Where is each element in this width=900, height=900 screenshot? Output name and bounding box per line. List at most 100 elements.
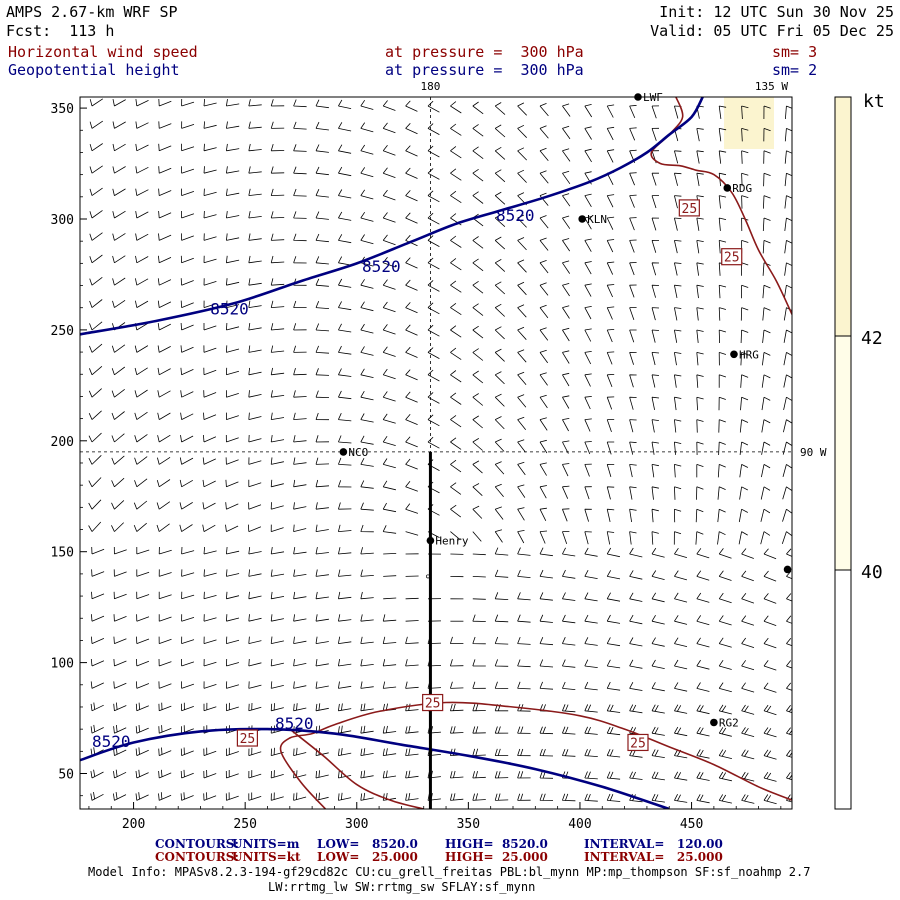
wind-barb [494,348,505,362]
wind-barb [181,98,195,107]
wind-barb [517,461,526,476]
wind-barb [494,393,505,407]
colorbar-highlight-patch [724,97,774,149]
wind-barb [494,614,509,623]
wind-barb [718,352,727,366]
x-tick-label: 300 [345,817,368,832]
wind-barb [203,188,217,196]
wind-barb [629,239,637,253]
wind-barb [248,614,262,622]
wind-barb [113,658,127,667]
wind-barb [315,189,329,198]
wind-barb [360,569,374,577]
wind-barb [270,792,284,801]
wind-barb [135,300,149,308]
wind-barb [203,367,217,376]
wind-barb [111,388,125,398]
colorbar-band-high [835,97,851,336]
wind-barb [450,531,461,541]
wind-barb [494,303,505,317]
footer-contours2-interval: INTERVAL= 25.000 [584,850,723,864]
wind-barb [472,101,484,115]
wind-barb [203,166,217,174]
wind-barb [450,190,462,204]
wind-barb [360,167,374,178]
wind-barb [315,547,329,555]
wind-barb [158,702,172,712]
station-marker [723,184,732,192]
wind-barb [293,323,307,331]
init-time: Init: 12 UTC Sun 30 Nov 25 [659,3,894,21]
wind-barb [112,233,126,241]
wind-barb [226,546,240,555]
wind-barb [740,396,749,411]
wind-barb [539,103,549,117]
wind-barb [180,300,194,308]
station-marker [783,565,792,574]
wind-barb [494,726,509,734]
wind-barb [270,681,284,689]
wind-barb [203,569,217,577]
wind-barb [606,793,621,802]
wind-barb [696,486,704,500]
wind-barb [405,234,418,247]
wind-barb [494,659,509,667]
wind-barb [226,278,240,286]
wind-barb [225,457,239,465]
wind-barb [382,346,396,357]
wind-barb [696,548,710,559]
wind-barb [739,441,749,455]
wind-barb [226,747,239,756]
wind-barb [696,794,710,804]
wind-barb [786,548,792,557]
wind-barb [784,284,792,299]
station-label: Henry [435,535,468,548]
wind-barb [763,172,771,187]
wind-barb [135,702,149,712]
wind-barb [651,127,660,141]
wind-barb [674,217,682,231]
axes: 200 250 300 350 400 450 50 100 150 200 250 300 350 18… [51,80,827,832]
wind-barb [270,524,284,532]
wind-barb [293,524,307,532]
wind-barb [539,282,549,296]
wind-barb [674,396,682,411]
wind-barb [696,441,704,456]
wind-barb [472,505,483,519]
wind-barb [248,702,262,712]
colorbar: 40 42 kt [834,91,885,810]
wind-barb [786,682,792,691]
wind-barb [674,570,688,581]
wind-barb [651,508,659,523]
field2-name: Geopotential height [8,61,180,79]
wind-barb [89,343,103,353]
wind-barb [112,166,126,174]
wind-barb [405,279,418,291]
wind-barb [338,614,352,622]
wind-barb [112,277,126,286]
wind-barb [248,792,262,801]
valid-time: Valid: 05 UTC Fri 05 Dec 25 [650,22,894,40]
wind-barb [651,637,665,647]
wind-barb [606,486,615,500]
wind-barb [562,260,571,274]
wind-barb [606,441,615,455]
wind-barb [450,392,462,405]
wind-barb [606,284,615,298]
wind-barb [539,748,554,757]
wind-barb [472,483,483,496]
height-contour-label: 8520 [362,257,401,276]
wind-barb [360,323,374,334]
wind-barb [158,233,172,241]
wind-barb [270,166,285,174]
wind-barb [360,659,374,667]
wind-barb [382,368,396,380]
wind-barb [226,569,240,577]
wind-barb [674,547,688,558]
wind-barb [562,193,571,207]
wind-barb [674,726,688,737]
wind-barb [112,210,126,219]
wind-barb [606,306,615,320]
wind-barb [450,123,462,136]
wind-barb [226,166,240,174]
